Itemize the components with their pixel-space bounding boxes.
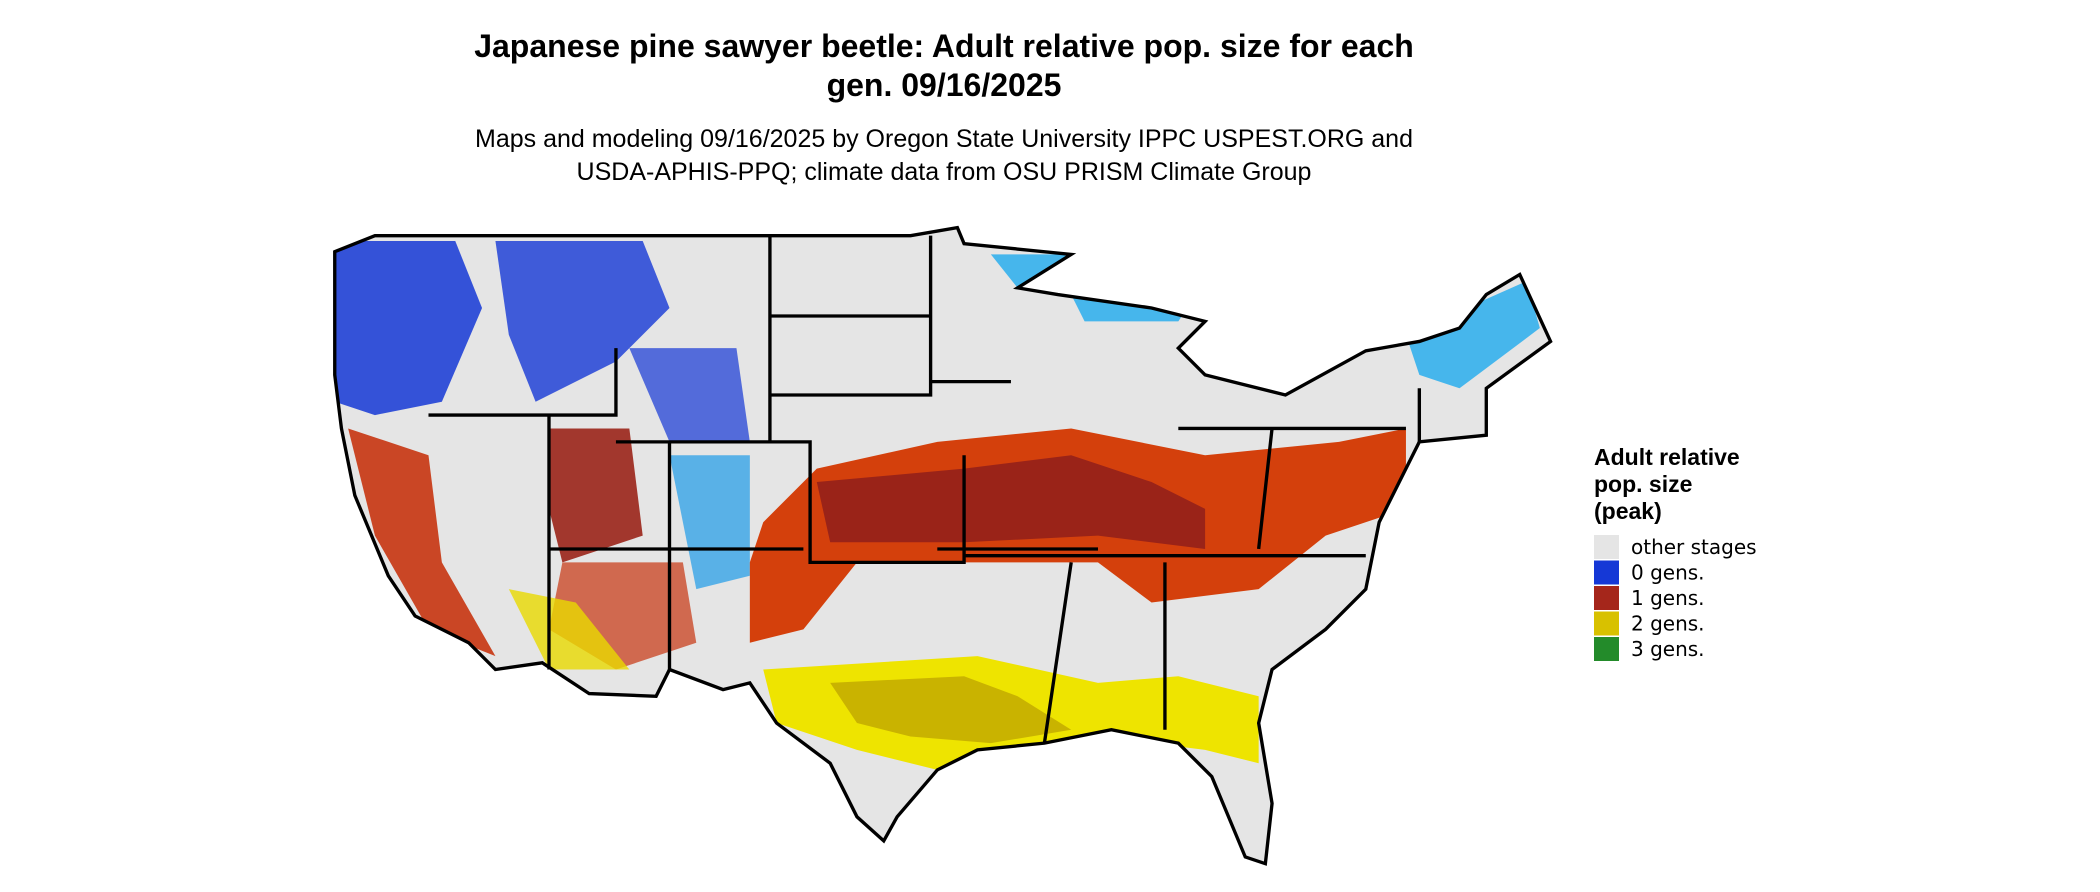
legend-title: pop. size xyxy=(1594,471,1692,497)
legend-title: Adult relative xyxy=(1594,444,1740,470)
legend-label: 3 gens. xyxy=(1631,637,1705,661)
legend-label: 0 gens. xyxy=(1631,561,1705,585)
pop-regions xyxy=(334,241,1540,770)
legend-title: (peak) xyxy=(1594,498,1662,524)
legend: Adult relative pop. size (peak) other st… xyxy=(1594,444,1757,661)
legend-label: 2 gens. xyxy=(1631,612,1705,636)
subtitle-line: USDA-APHIS-PPQ; climate data from OSU PR… xyxy=(577,158,1312,186)
legend-swatch xyxy=(1594,637,1619,661)
state-borders xyxy=(333,225,1553,866)
legend-label: 1 gens. xyxy=(1631,586,1705,610)
subtitle-line: Maps and modeling 09/16/2025 by Oregon S… xyxy=(475,125,1413,153)
legend-swatch xyxy=(1594,611,1619,636)
legend-swatch xyxy=(1594,560,1619,585)
legend-swatch xyxy=(1594,535,1619,559)
legend-swatch xyxy=(1594,586,1619,610)
title-line: Japanese pine sawyer beetle: Adult relat… xyxy=(474,28,1414,64)
legend-label: other stages xyxy=(1631,535,1757,559)
title-line: gen. 09/16/2025 xyxy=(827,67,1062,103)
us-map xyxy=(333,225,1553,866)
